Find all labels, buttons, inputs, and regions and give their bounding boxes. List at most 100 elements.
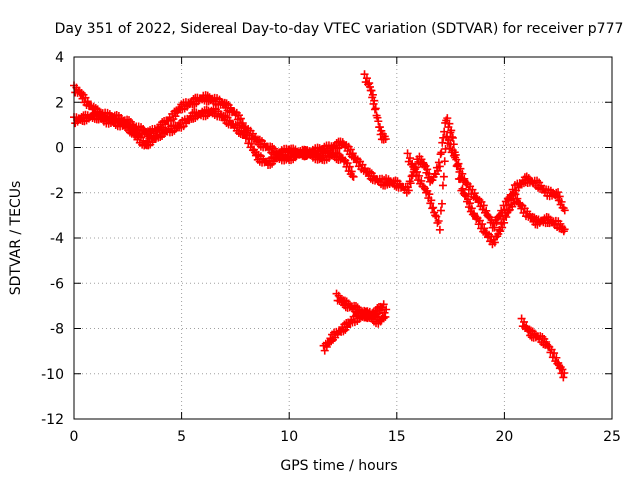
data-point xyxy=(478,220,487,229)
data-point xyxy=(479,201,488,210)
data-point xyxy=(374,117,383,126)
data-point xyxy=(428,204,437,213)
series-track-main-upper xyxy=(70,81,390,190)
x-tick-label: 5 xyxy=(177,429,186,445)
data-point xyxy=(245,135,254,144)
data-point xyxy=(345,162,354,171)
data-point xyxy=(370,96,379,105)
data-point xyxy=(417,176,426,185)
y-tick-label: -8 xyxy=(50,322,64,338)
data-point xyxy=(502,212,511,221)
data-point xyxy=(452,155,461,164)
data-point xyxy=(557,197,566,206)
data-point xyxy=(447,126,456,135)
data-point xyxy=(444,135,453,144)
data-point xyxy=(322,343,331,352)
data-point xyxy=(365,79,374,88)
data-point xyxy=(349,172,358,181)
data-point xyxy=(560,369,569,378)
series-segment-high-13h xyxy=(360,70,390,144)
data-point xyxy=(559,373,568,382)
data-point xyxy=(492,218,501,227)
data-point xyxy=(552,188,561,197)
data-point xyxy=(435,162,444,171)
data-point xyxy=(382,305,391,314)
data-point xyxy=(403,149,412,158)
data-point xyxy=(436,150,445,159)
chart-title: Day 351 of 2022, Sidereal Day-to-day VTE… xyxy=(55,21,624,37)
data-point xyxy=(552,353,561,362)
series-track-main-lower xyxy=(70,104,358,181)
y-axis-label: SDTVAR / TECUs xyxy=(8,181,24,296)
data-point xyxy=(560,206,569,215)
data-point xyxy=(434,158,443,167)
data-point xyxy=(439,172,448,181)
data-point xyxy=(456,164,465,173)
data-point xyxy=(348,149,357,158)
y-tick-label: 2 xyxy=(55,95,64,111)
data-point xyxy=(458,169,467,178)
data-point xyxy=(502,201,511,210)
data-point xyxy=(371,104,380,113)
data-point xyxy=(327,337,336,346)
data-point xyxy=(367,86,376,95)
data-point xyxy=(340,157,349,166)
data-point xyxy=(347,167,356,176)
data-point xyxy=(373,113,382,122)
data-point xyxy=(404,186,413,195)
data-point xyxy=(434,217,443,226)
data-point xyxy=(480,224,489,233)
data-point xyxy=(438,181,447,190)
series-segment-low-cross-b xyxy=(332,289,391,328)
data-point xyxy=(550,349,559,358)
data-point xyxy=(431,211,440,220)
data-point xyxy=(555,192,564,201)
data-point xyxy=(423,165,432,174)
series-segment-low-late xyxy=(517,314,569,382)
data-point xyxy=(358,160,367,169)
data-point xyxy=(490,238,499,247)
data-point xyxy=(494,212,503,221)
y-tick-label: -10 xyxy=(41,367,64,383)
data-point xyxy=(379,314,388,323)
data-point xyxy=(415,171,424,180)
data-point xyxy=(437,148,446,157)
grid xyxy=(74,57,612,419)
data-point xyxy=(238,119,247,128)
data-point xyxy=(470,189,479,198)
data-point xyxy=(520,317,529,326)
data-point xyxy=(407,172,416,181)
data-point xyxy=(554,188,563,197)
data-point xyxy=(379,300,388,309)
data-point xyxy=(496,227,505,236)
x-tick-label: 15 xyxy=(388,429,406,445)
plot-frame xyxy=(73,56,613,420)
data-point xyxy=(448,146,457,155)
data-point xyxy=(83,97,92,106)
y-tick-label: -2 xyxy=(50,186,64,202)
data-point xyxy=(429,203,438,212)
data-point xyxy=(419,182,428,191)
data-point xyxy=(417,155,426,164)
data-point xyxy=(490,223,499,232)
data-point xyxy=(556,219,565,228)
data-point xyxy=(440,127,449,136)
x-tick-label: 20 xyxy=(495,429,513,445)
data-point xyxy=(247,139,256,148)
data-point xyxy=(498,223,507,232)
y-tick-label: 0 xyxy=(55,141,64,157)
data-point xyxy=(405,154,414,163)
data-point xyxy=(375,123,384,132)
data-point xyxy=(440,157,449,166)
data-point xyxy=(508,202,517,211)
data-point xyxy=(560,225,569,234)
data-point xyxy=(406,179,415,188)
y-tick-label: -12 xyxy=(41,412,64,428)
data-point xyxy=(513,194,522,203)
data-point xyxy=(368,90,377,99)
y-tick-label: -6 xyxy=(50,276,64,292)
data-point xyxy=(433,218,442,227)
data-point xyxy=(467,204,476,213)
